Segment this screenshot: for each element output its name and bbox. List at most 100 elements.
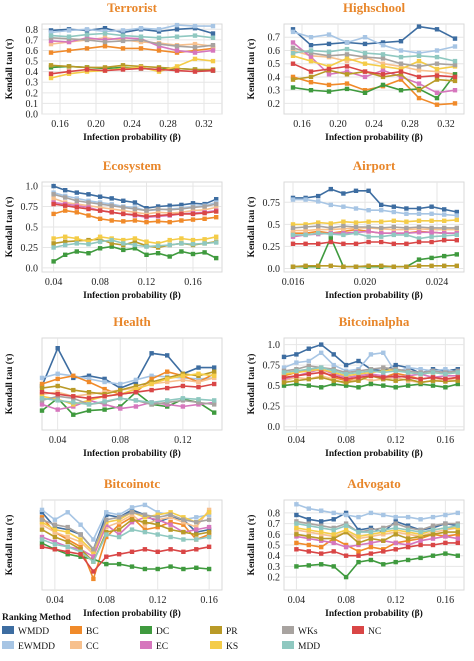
x-tick-label: 0.024 — [426, 277, 449, 288]
data-point — [181, 517, 186, 522]
data-point — [418, 529, 423, 535]
data-point — [429, 225, 434, 231]
data-point — [132, 246, 138, 251]
data-point — [155, 510, 160, 515]
data-point — [39, 541, 45, 546]
x-tick-label: 0.04 — [46, 595, 64, 606]
data-point — [174, 64, 180, 69]
data-point — [206, 534, 212, 540]
data-point — [326, 49, 332, 54]
data-point — [97, 239, 103, 244]
data-point — [442, 212, 447, 217]
data-point — [326, 64, 332, 69]
data-point — [194, 527, 199, 532]
data-point — [343, 376, 349, 382]
data-point — [429, 239, 434, 245]
data-point — [52, 542, 58, 547]
data-point — [149, 387, 154, 393]
y-tick-label: 0.75 — [263, 198, 281, 209]
y-tick-label: 0.2 — [268, 573, 281, 584]
data-point — [343, 383, 349, 388]
data-point — [179, 211, 184, 217]
data-point — [443, 534, 448, 539]
data-point — [416, 230, 422, 235]
data-point — [214, 201, 219, 207]
data-point — [206, 510, 212, 515]
data-point — [319, 350, 324, 355]
data-point — [381, 370, 386, 375]
data-point — [86, 396, 92, 401]
data-point — [343, 553, 349, 558]
data-point — [74, 198, 79, 203]
data-point — [84, 27, 90, 32]
data-point — [104, 512, 109, 517]
data-point — [120, 28, 126, 33]
data-point — [155, 532, 160, 537]
data-point — [116, 517, 122, 522]
x-tick-label: 0.16 — [293, 119, 311, 130]
data-point — [55, 407, 60, 412]
data-point — [180, 383, 186, 389]
data-point — [404, 225, 409, 231]
data-point — [174, 22, 180, 28]
data-point — [356, 540, 361, 546]
data-point — [132, 242, 138, 248]
data-point — [319, 544, 324, 550]
data-point — [290, 241, 296, 246]
y-tick-label: 0.3 — [26, 78, 39, 89]
data-point — [214, 215, 219, 220]
y-tick-label: 0.8 — [268, 508, 281, 519]
series-nc — [290, 238, 459, 246]
data-point — [74, 190, 79, 195]
data-point — [104, 532, 109, 537]
data-point — [393, 371, 398, 376]
data-point — [129, 505, 135, 510]
data-point — [65, 539, 70, 545]
data-point — [308, 69, 314, 74]
data-point — [331, 378, 336, 383]
data-point — [39, 534, 45, 540]
data-point — [362, 35, 368, 40]
data-point — [353, 206, 359, 211]
data-point — [179, 249, 184, 254]
data-point — [167, 237, 172, 243]
data-point — [308, 48, 314, 53]
legend-swatch — [282, 626, 294, 634]
data-point — [290, 53, 296, 58]
data-point — [51, 192, 56, 197]
data-point — [133, 398, 139, 403]
data-point — [104, 517, 109, 522]
data-point — [343, 527, 349, 533]
y-tick-label: 0.0 — [26, 110, 39, 121]
data-point — [429, 234, 434, 239]
data-point — [129, 507, 135, 513]
series-line-nc — [50, 67, 214, 75]
data-point — [294, 373, 299, 378]
data-point — [306, 376, 311, 382]
data-point — [91, 557, 96, 562]
data-point — [416, 239, 422, 245]
data-point — [74, 241, 79, 246]
data-point — [290, 29, 296, 35]
data-point — [78, 532, 83, 537]
x-axis-label: Infection probability (β) — [325, 290, 423, 301]
data-point — [129, 515, 135, 520]
data-point — [97, 237, 103, 242]
data-point — [416, 224, 422, 230]
data-point — [86, 242, 91, 247]
data-point — [343, 380, 349, 385]
data-point — [381, 549, 386, 554]
data-point — [179, 218, 184, 223]
data-point — [214, 205, 219, 210]
data-point — [86, 376, 92, 382]
data-point — [316, 227, 321, 232]
data-point — [55, 376, 60, 382]
x-tick-label: 0.16 — [437, 595, 455, 606]
data-point — [194, 529, 199, 535]
data-point — [416, 206, 422, 211]
data-point — [328, 186, 333, 192]
data-point — [393, 362, 398, 368]
data-point — [212, 381, 217, 387]
data-point — [306, 523, 311, 528]
panel-health: Health 0.04 0.08 0.12 Infection probability … — [4, 314, 223, 459]
